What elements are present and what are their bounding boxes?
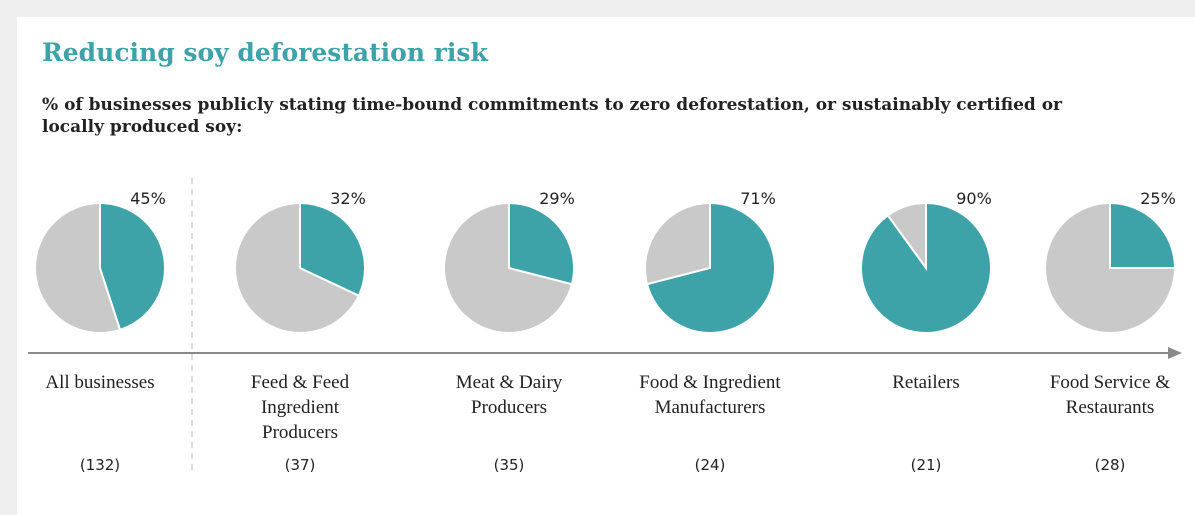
sample-label: (37) — [285, 456, 316, 474]
pie-slice — [299, 201, 366, 298]
chart-title: Reducing soy deforestation risk — [42, 38, 488, 67]
pie-remainder — [644, 201, 711, 286]
pie-slice — [1109, 201, 1177, 269]
value-label: 25% — [1140, 189, 1176, 208]
value-label: 29% — [539, 189, 575, 208]
pie-remainder — [34, 201, 122, 334]
pie-slice — [645, 201, 776, 334]
category-label: All businesses — [45, 372, 155, 393]
category-label: Retailers — [892, 372, 960, 393]
pie-slice — [99, 201, 166, 332]
sample-label: (28) — [1095, 456, 1126, 474]
pie-slice — [860, 201, 992, 334]
value-label: 71% — [740, 189, 776, 208]
category-label: Food & Ingredient Manufacturers — [639, 372, 781, 418]
sample-label: (35) — [494, 456, 525, 474]
panel — [17, 17, 1195, 515]
arrow-head — [1168, 347, 1182, 359]
category-label: Meat & Dairy Producers — [455, 372, 563, 418]
chart-subtitle: % of businesses publicly stating time-bo… — [42, 95, 1062, 137]
value-label: 45% — [130, 189, 166, 208]
pie-slice — [508, 201, 575, 286]
sample-label: (132) — [80, 456, 120, 474]
value-label: 32% — [330, 189, 366, 208]
value-label: 90% — [956, 189, 992, 208]
pie-remainder — [234, 201, 361, 334]
sample-label: (21) — [911, 456, 942, 474]
category-label: Feed & Feed Ingredient Producers — [250, 372, 350, 443]
pie-remainder — [1044, 201, 1177, 334]
sample-label: (24) — [695, 456, 726, 474]
category-label: Food Service & Restaurants — [1049, 372, 1171, 418]
